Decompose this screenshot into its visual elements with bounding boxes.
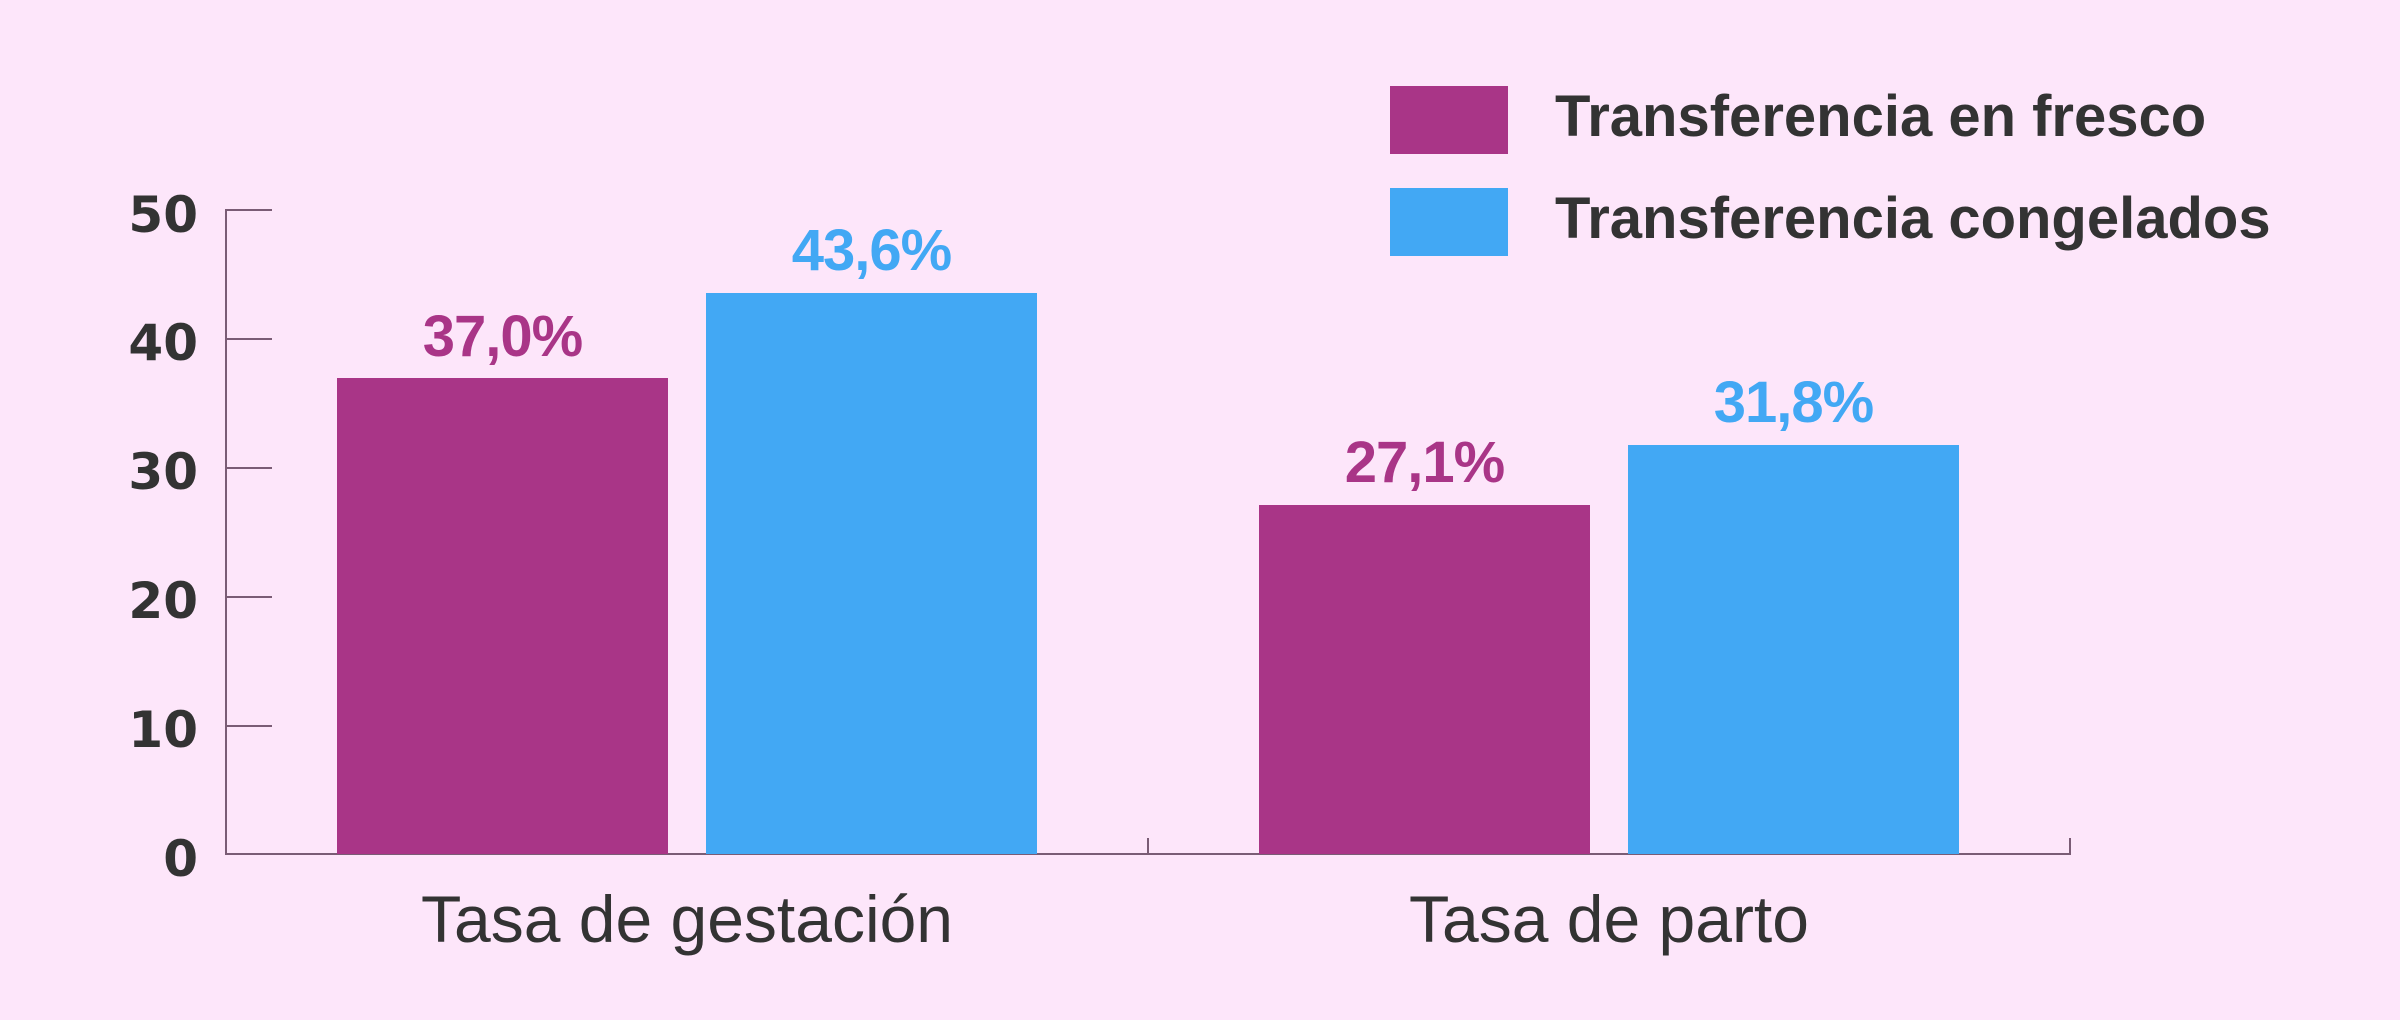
legend-label-fresco: Transferencia en fresco: [1555, 84, 2207, 149]
x-axis-line: [225, 853, 2071, 855]
y-tick-label: 50: [128, 186, 198, 244]
y-tick-label: 20: [128, 572, 198, 630]
y-tick-label: 0: [163, 830, 198, 888]
y-tick-label: 30: [128, 443, 198, 501]
y-tick-label: 10: [128, 701, 198, 759]
y-tick-50: [225, 209, 272, 211]
y-axis-line: [225, 210, 227, 855]
legend-swatch-congelados: [1390, 188, 1508, 256]
y-tick-20: [225, 596, 272, 598]
legend-label-congelados: Transferencia congelados: [1555, 186, 2271, 251]
bar-value-label: 31,8%: [1713, 370, 1874, 435]
x-tick-divider: [1147, 838, 1149, 854]
legend-swatch-fresco: [1390, 86, 1508, 154]
y-tick-30: [225, 467, 272, 469]
bar-congelados-parto: [1628, 445, 1959, 854]
bar-fresco-parto: [1259, 505, 1590, 854]
bar-value-label: 37,0%: [422, 304, 583, 369]
bar-congelados-gestacion: [706, 293, 1037, 854]
y-tick-label: 40: [128, 314, 198, 372]
bar-fresco-gestacion: [337, 378, 668, 854]
category-label: Tasa de parto: [1409, 882, 1809, 956]
bar-value-label: 43,6%: [791, 218, 952, 283]
category-label: Tasa de gestación: [420, 882, 954, 956]
y-tick-10: [225, 725, 272, 727]
y-tick-40: [225, 338, 272, 340]
bar-value-label: 27,1%: [1344, 430, 1505, 495]
x-tick-end: [2069, 838, 2071, 854]
